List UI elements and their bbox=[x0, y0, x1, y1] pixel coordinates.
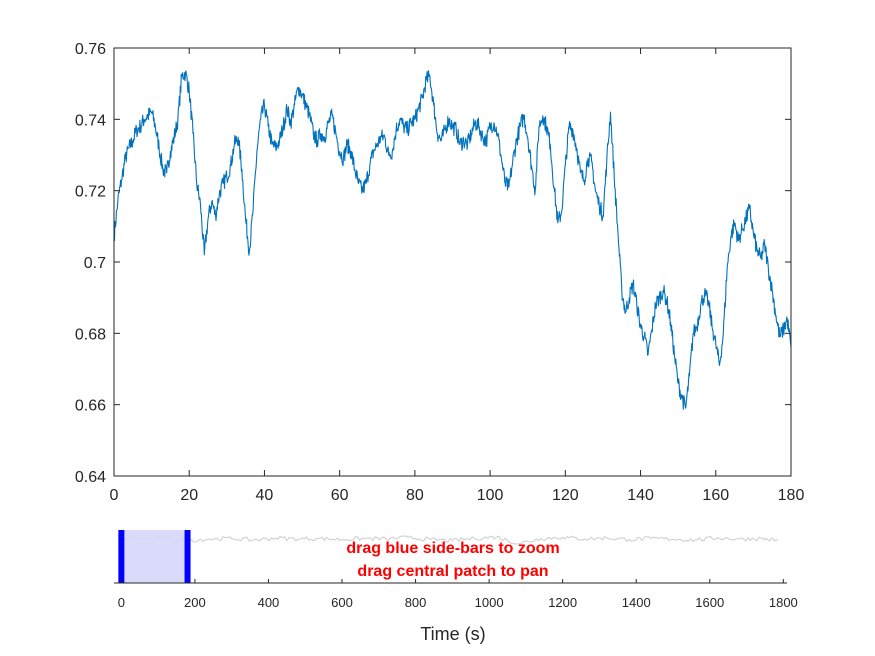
y-tick-label: 0.76 bbox=[75, 41, 106, 58]
x-tick-label: 160 bbox=[702, 487, 729, 504]
overview-trace-group bbox=[121, 535, 779, 545]
y-tick-label: 0.72 bbox=[75, 184, 106, 201]
overview-data-line bbox=[121, 535, 779, 545]
overview-x-tick-label: 800 bbox=[405, 595, 427, 610]
y-tick-label: 0.74 bbox=[75, 112, 106, 129]
main-data-line-group bbox=[113, 70, 792, 410]
hint-zoom-text: drag blue side-bars to zoom bbox=[346, 540, 559, 557]
x-tick-label: 140 bbox=[627, 487, 654, 504]
x-tick-label: 20 bbox=[180, 487, 198, 504]
overview-navigator: 0 200 400 600 800 1000 1200 1400 1600 1800 drag b… bbox=[114, 530, 798, 644]
overview-x-tick-label: 1800 bbox=[769, 595, 798, 610]
overview-right-zoom-bar[interactable] bbox=[184, 530, 191, 583]
overview-x-tick-label: 1400 bbox=[622, 595, 651, 610]
y-tick-label: 0.68 bbox=[75, 326, 106, 343]
x-tick-label: 80 bbox=[406, 487, 424, 504]
overview-x-axis: 0 200 400 600 800 1000 1200 1400 1600 1800 bbox=[118, 579, 798, 610]
y-tick-label: 0.7 bbox=[84, 255, 106, 272]
overview-x-tick-label: 400 bbox=[258, 595, 280, 610]
overview-x-tick-label: 200 bbox=[184, 595, 206, 610]
overview-x-tick-label: 1000 bbox=[475, 595, 504, 610]
x-axis-label: Time (s) bbox=[420, 624, 485, 644]
main-chart: 0 20 40 60 80 100 120 140 160 180 0.64 0.66 0.68 0.7… bbox=[75, 41, 805, 504]
overview-x-tick-label: 600 bbox=[331, 595, 353, 610]
overview-x-tick-label: 0 bbox=[118, 595, 125, 610]
x-tick-label: 120 bbox=[552, 487, 579, 504]
main-data-line bbox=[113, 70, 792, 410]
overview-left-zoom-bar[interactable] bbox=[118, 530, 125, 583]
overview-x-tick-label: 1200 bbox=[548, 595, 577, 610]
x-tick-label: 100 bbox=[477, 487, 504, 504]
hint-pan-text: drag central patch to pan bbox=[357, 563, 548, 580]
y-tick-label: 0.66 bbox=[75, 398, 106, 415]
overview-x-tick-label: 1600 bbox=[695, 595, 724, 610]
main-x-axis: 0 20 40 60 80 100 120 140 160 180 bbox=[110, 48, 805, 504]
x-tick-label: 180 bbox=[778, 487, 805, 504]
x-tick-label: 0 bbox=[110, 487, 119, 504]
overview-pan-patch[interactable] bbox=[121, 530, 188, 583]
y-tick-label: 0.64 bbox=[75, 469, 106, 486]
x-tick-label: 60 bbox=[331, 487, 349, 504]
main-y-axis: 0.64 0.66 0.68 0.7 0.72 0.74 0.76 bbox=[75, 41, 791, 486]
main-plot-area bbox=[114, 48, 791, 476]
x-tick-label: 40 bbox=[256, 487, 274, 504]
